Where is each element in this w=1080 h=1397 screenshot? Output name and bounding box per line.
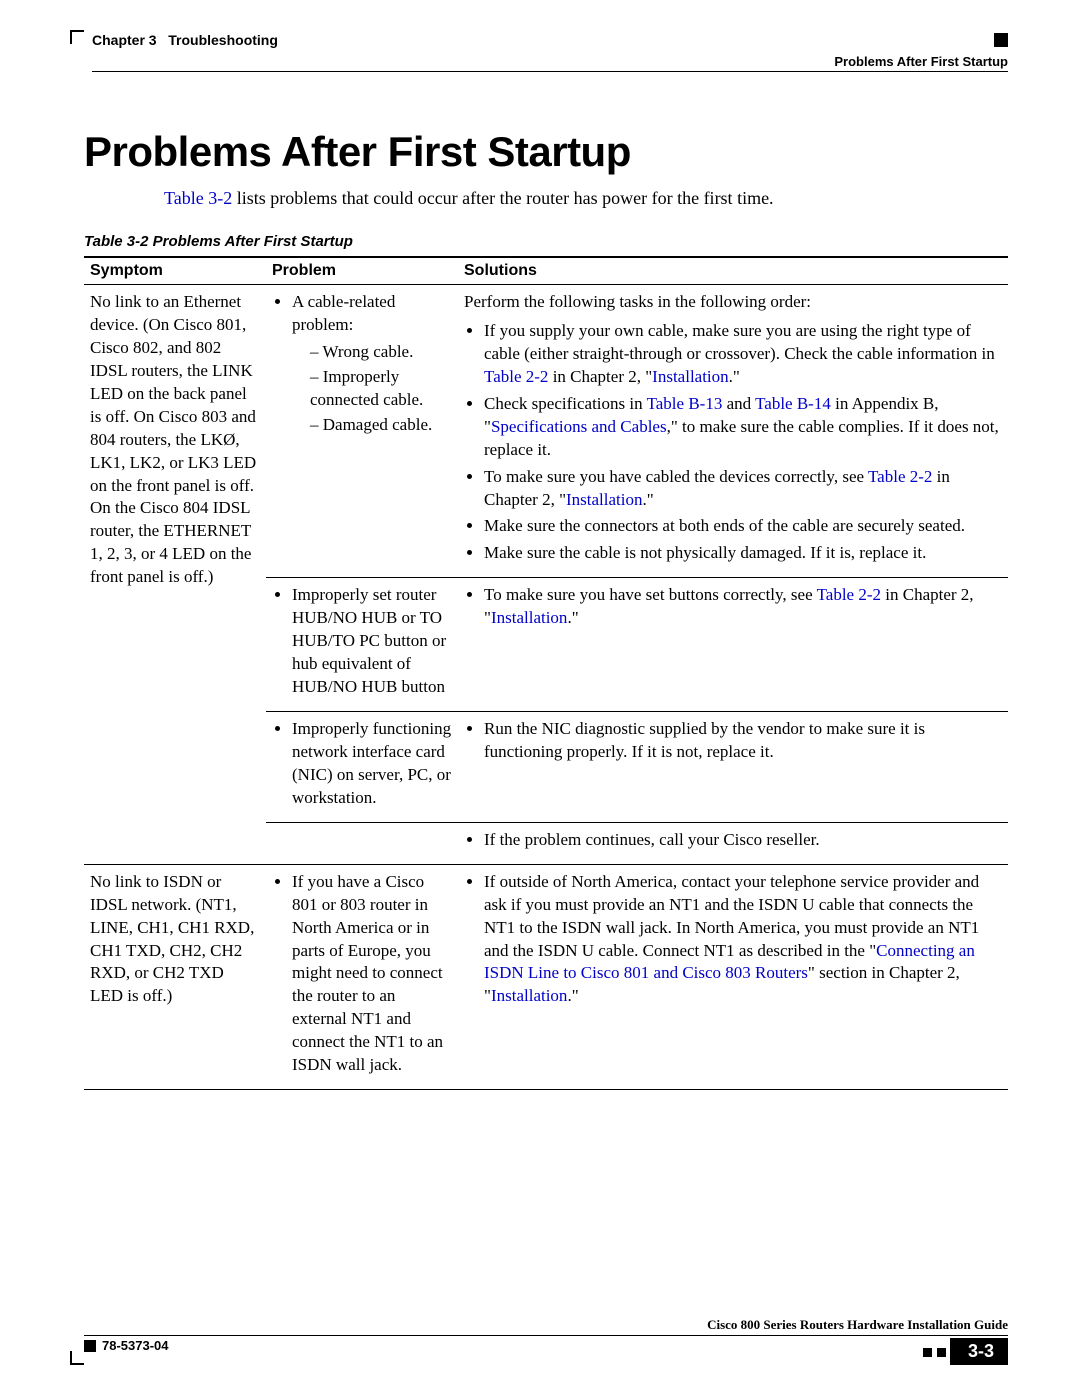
crop-mark bbox=[70, 1351, 84, 1365]
chapter-number: Chapter 3 bbox=[92, 32, 157, 48]
solution-item: If the problem continues, call your Cisc… bbox=[484, 829, 1002, 852]
intro-text: lists problems that could occur after th… bbox=[232, 188, 773, 208]
t: in Chapter 2, " bbox=[548, 367, 652, 386]
solution-item: Check specifications in Table B-13 and T… bbox=[484, 393, 1002, 462]
solution-item: If outside of North America, contact you… bbox=[484, 871, 1002, 1009]
solutions-cell: Perform the following tasks in the follo… bbox=[458, 285, 1008, 578]
t: and bbox=[722, 394, 755, 413]
table-link[interactable]: Table 2-2 bbox=[868, 467, 932, 486]
problem-cell: Improperly set router HUB/NO HUB or TO H… bbox=[266, 578, 458, 712]
table-link[interactable]: Table 2-2 bbox=[817, 585, 881, 604]
solution-item: Run the NIC diagnostic supplied by the v… bbox=[484, 718, 1002, 764]
solution-item: To make sure you have set buttons correc… bbox=[484, 584, 1002, 630]
footer-left: 78-5373-04 bbox=[84, 1338, 169, 1353]
page-footer: Cisco 800 Series Routers Hardware Instal… bbox=[84, 1317, 1008, 1365]
problem-cell: If you have a Cisco 801 or 803 router in… bbox=[266, 864, 458, 1089]
chapter-label: Chapter 3 Troubleshooting bbox=[92, 32, 278, 48]
problem-lead: A cable-related problem: Wrong cable. Im… bbox=[292, 291, 452, 437]
t: If you supply your own cable, make sure … bbox=[484, 321, 995, 363]
table-caption: Table 3-2 Problems After First Startup bbox=[84, 233, 1008, 250]
t: To make sure you have set buttons correc… bbox=[484, 585, 817, 604]
solution-item: Make sure the connectors at both ends of… bbox=[484, 515, 1002, 538]
t: ." bbox=[567, 986, 578, 1005]
chapter-link[interactable]: Installation bbox=[491, 608, 567, 627]
page: Chapter 3 Troubleshooting Problems After… bbox=[0, 0, 1080, 1397]
chapter-title: Troubleshooting bbox=[168, 32, 278, 48]
footer-marker-icon bbox=[923, 1348, 932, 1357]
table-link[interactable]: Table B-14 bbox=[755, 394, 831, 413]
page-number: 3-3 bbox=[950, 1338, 1008, 1365]
sub-problem: Damaged cable. bbox=[310, 414, 452, 437]
solutions-cell: If the problem continues, call your Cisc… bbox=[458, 822, 1008, 864]
header-marker-icon bbox=[994, 33, 1008, 47]
footer-guide-title: Cisco 800 Series Routers Hardware Instal… bbox=[84, 1317, 1008, 1333]
t: To make sure you have cabled the devices… bbox=[484, 467, 868, 486]
table-row: No link to an Ethernet device. (On Cisco… bbox=[84, 285, 1008, 578]
page-title: Problems After First Startup bbox=[84, 128, 1008, 176]
problem-cell bbox=[266, 822, 458, 864]
table-link[interactable]: Table B-13 bbox=[647, 394, 723, 413]
page-header: Chapter 3 Troubleshooting Problems After… bbox=[92, 32, 1008, 72]
solution-item: To make sure you have cabled the devices… bbox=[484, 466, 1002, 512]
section-breadcrumb: Problems After First Startup bbox=[92, 54, 1008, 69]
problem-text: Improperly set router HUB/NO HUB or TO H… bbox=[292, 584, 452, 699]
col-problem: Problem bbox=[266, 257, 458, 285]
sub-problem: Improperly connected cable. bbox=[310, 366, 452, 412]
appendix-link[interactable]: Specifications and Cables bbox=[491, 417, 667, 436]
problem-text: If you have a Cisco 801 or 803 router in… bbox=[292, 871, 452, 1077]
footer-right: 3-3 bbox=[923, 1338, 1008, 1365]
symptom-cell: No link to an Ethernet device. (On Cisco… bbox=[84, 285, 266, 865]
footer-line: 78-5373-04 3-3 bbox=[84, 1335, 1008, 1365]
intro-table-link[interactable]: Table 3-2 bbox=[164, 188, 232, 208]
solution-item: If you supply your own cable, make sure … bbox=[484, 320, 1002, 389]
solutions-intro: Perform the following tasks in the follo… bbox=[464, 291, 1002, 314]
footer-marker-icon bbox=[84, 1340, 96, 1352]
col-symptom: Symptom bbox=[84, 257, 266, 285]
t: ." bbox=[643, 490, 654, 509]
t: ." bbox=[567, 608, 578, 627]
header-row: Chapter 3 Troubleshooting bbox=[92, 32, 1008, 48]
troubleshooting-table: Symptom Problem Solutions No link to an … bbox=[84, 256, 1008, 1090]
problem-cell: Improperly functioning network interface… bbox=[266, 712, 458, 823]
problem-cell: A cable-related problem: Wrong cable. Im… bbox=[266, 285, 458, 578]
problem-lead-text: A cable-related problem: bbox=[292, 292, 395, 334]
col-solutions: Solutions bbox=[458, 257, 1008, 285]
crop-mark bbox=[70, 30, 84, 44]
footer-marker-icon bbox=[937, 1348, 946, 1357]
intro-paragraph: Table 3-2 lists problems that could occu… bbox=[164, 188, 1008, 209]
table-link[interactable]: Table 2-2 bbox=[484, 367, 548, 386]
sub-problem: Wrong cable. bbox=[310, 341, 452, 364]
t: Check specifications in bbox=[484, 394, 647, 413]
t: ." bbox=[729, 367, 740, 386]
solutions-cell: To make sure you have set buttons correc… bbox=[458, 578, 1008, 712]
chapter-link[interactable]: Installation bbox=[566, 490, 642, 509]
solution-item: Make sure the cable is not physically da… bbox=[484, 542, 1002, 565]
table-row: No link to ISDN or IDSL network. (NT1, L… bbox=[84, 864, 1008, 1089]
problem-text: Improperly functioning network interface… bbox=[292, 718, 452, 810]
doc-number: 78-5373-04 bbox=[102, 1338, 169, 1353]
solutions-cell: If outside of North America, contact you… bbox=[458, 864, 1008, 1089]
table-header-row: Symptom Problem Solutions bbox=[84, 257, 1008, 285]
chapter-link[interactable]: Installation bbox=[491, 986, 567, 1005]
chapter-link[interactable]: Installation bbox=[652, 367, 728, 386]
symptom-cell: No link to ISDN or IDSL network. (NT1, L… bbox=[84, 864, 266, 1089]
solutions-cell: Run the NIC diagnostic supplied by the v… bbox=[458, 712, 1008, 823]
